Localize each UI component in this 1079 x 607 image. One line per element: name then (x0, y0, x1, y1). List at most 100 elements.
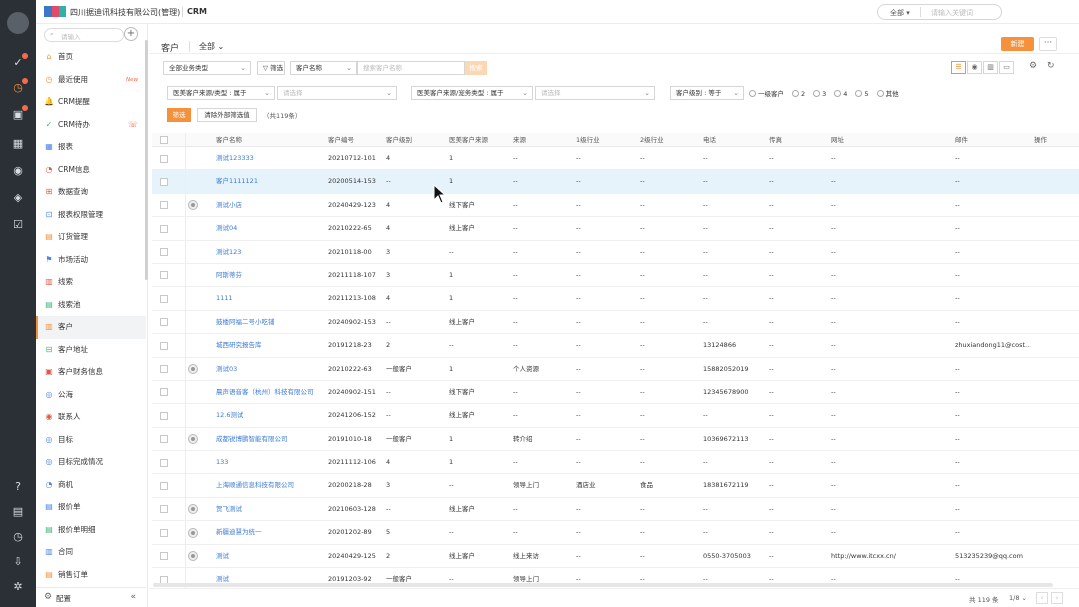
customer-name-link[interactable]: 贺飞测试 (216, 504, 242, 513)
customer-name-link[interactable]: 测试 (216, 551, 229, 560)
table-row[interactable]: 测试123333 20210712-101 4 1 -- -- -- -- -- -- -- (152, 147, 1079, 171)
sidebar-item-lead[interactable]: ▥ 线索 (36, 271, 146, 294)
column-header[interactable]: 客户编号 (328, 136, 354, 144)
settings-cog-icon[interactable]: ⚙ (1029, 61, 1038, 71)
row-checkbox[interactable] (160, 154, 168, 163)
card-view-icon[interactable]: ▭ (999, 61, 1014, 74)
calendar-icon[interactable]: ▦ (12, 137, 24, 150)
column-header[interactable]: 电话 (703, 136, 716, 144)
table-row[interactable]: 测试04 20210222-65 4 线上客户 -- -- -- -- -- -- -- (152, 217, 1079, 241)
row-checkbox[interactable] (160, 411, 168, 420)
sidebar-item-report[interactable]: ▦ 报表 (36, 136, 146, 159)
user-avatar[interactable] (7, 12, 29, 34)
customer-name-link[interactable]: 上海顺通信息科技有限公司 (216, 481, 294, 490)
level-radio-option[interactable]: 2 (792, 90, 805, 98)
column-header[interactable]: 客户级别 (386, 136, 412, 144)
collapse-sidebar-icon[interactable]: « (130, 592, 136, 602)
cond2-value-select[interactable]: 请选择 ⌄ (535, 86, 655, 100)
sidebar-item-address[interactable]: ⊟ 客户地址 (36, 339, 146, 362)
column-header[interactable]: 操作 (1034, 136, 1047, 144)
row-checkbox[interactable] (160, 481, 168, 490)
sidebar-item-campaign[interactable]: ⚑ 市场活动 (36, 249, 146, 272)
sidebar-item-quote-detail[interactable]: ▤ 报价单明细 (36, 519, 146, 542)
todo-icon[interactable]: ✓ (11, 53, 28, 70)
table-row[interactable]: 城西研究报告库 20191218-23 2 -- -- -- -- 13124866 -- -- z… (152, 334, 1079, 358)
column-view-icon[interactable]: ▥ (983, 61, 998, 74)
table-row[interactable]: 12.6测试 20241206-152 -- 线上客户 -- -- -- -- -- -- -- (152, 404, 1079, 428)
customer-name-link[interactable]: 测试 (216, 575, 229, 584)
customer-name-link[interactable]: 客户1111121 (216, 177, 258, 186)
customer-name-link[interactable]: 晨声语音客（杭州）科技有限公司 (216, 387, 314, 396)
table-row[interactable]: 晨声语音客（杭州）科技有限公司 20240902-151 -- 线下客户 -- -- -- 1… (152, 380, 1079, 405)
level-radio-option[interactable]: 3 (813, 90, 826, 98)
customer-name-link[interactable]: 测试04 (216, 224, 238, 233)
search-button[interactable]: 搜索 (465, 61, 487, 75)
table-row[interactable]: 客户1111121 20200514-153 -- 1 -- -- -- -- -- -- -- (152, 170, 1079, 194)
sidebar-item-goal-progress[interactable]: ◎ 目标完成情况 (36, 451, 146, 474)
level-radio-option[interactable]: 其他 (876, 90, 899, 98)
refresh-icon[interactable]: ↻ (1047, 61, 1055, 71)
customer-name-link[interactable]: 成都锐博鹏智能有限公司 (216, 434, 288, 443)
table-row[interactable]: 133 20211112-106 4 1 -- -- -- -- -- -- -- (152, 451, 1079, 475)
table-row[interactable]: 1111 20211213-108 4 1 -- -- -- -- -- -- -- (152, 287, 1079, 311)
table-row[interactable]: 贺飞测试 20210603-128 -- 线上客户 -- -- -- -- -- -- -- (152, 497, 1079, 522)
menu-search-input[interactable]: ⌕ 请输入 (44, 28, 124, 42)
sidebar-item-sales-order[interactable]: ▤ 销售订单 (36, 564, 146, 587)
sidebar-item-customer[interactable]: ▥ 客户 (36, 316, 146, 339)
table-row[interactable]: 测试小店 20240429-123 4 线下客户 -- -- -- -- -- -- -- (152, 193, 1079, 218)
row-checkbox[interactable] (160, 458, 168, 467)
sidebar-item-info[interactable]: ◔ CRM信息 (36, 159, 146, 182)
sidebar-item-bell[interactable]: 🔔 CRM提醒 (36, 91, 146, 114)
search-field-select[interactable]: 客户名称 ⌄ (290, 61, 357, 75)
help-icon[interactable]: ? (15, 480, 21, 493)
row-checkbox[interactable] (160, 552, 168, 561)
level-radio-option[interactable]: 一级客户 (749, 90, 784, 98)
customer-name-link[interactable]: 133 (216, 458, 229, 467)
next-page-button[interactable]: › (1051, 592, 1063, 604)
global-search-input[interactable]: 请输入关键词 (931, 9, 973, 17)
search-scope-select[interactable]: 全部 ▾ (890, 9, 910, 17)
sidebar-item-check[interactable]: ✓ CRM待办 ☏ (36, 114, 146, 137)
sidebar-item-home[interactable]: ⌂ 首页 (36, 46, 146, 69)
row-checkbox[interactable] (160, 201, 168, 210)
customer-name-link[interactable]: 城西研究报告库 (216, 341, 262, 350)
sidebar-item-quote[interactable]: ▤ 报价单 (36, 496, 146, 519)
customer-name-link[interactable]: 测试03 (216, 364, 238, 373)
scope-dropdown[interactable]: 全部 ⌄ (199, 42, 225, 51)
level-radio-option[interactable]: 4 (834, 90, 847, 98)
customer-name-link[interactable]: 阿斯蒂芬 (216, 270, 242, 279)
level-radio-option[interactable]: 5 (855, 90, 869, 98)
sidebar-item-query[interactable]: ⊞ 数据查询 (36, 181, 146, 204)
horizontal-scrollbar[interactable] (153, 583, 1053, 587)
gear-icon[interactable]: ⚙ (44, 592, 53, 602)
cond1-field-select[interactable]: 医美客户来源/类型 : 属于 ⌄ (167, 86, 275, 100)
settings-link[interactable]: 配置 (56, 594, 71, 603)
column-header[interactable]: 医美客户来源 (449, 136, 488, 144)
list-view-icon[interactable]: ☰ (951, 61, 966, 74)
sidebar-item-contract[interactable]: ▥ 合同 (36, 541, 146, 564)
recent-icon[interactable]: ◷ (11, 78, 28, 95)
row-checkbox[interactable] (160, 528, 168, 537)
row-checkbox[interactable] (160, 271, 168, 280)
cond1-value-select[interactable]: 请选择 ⌄ (277, 86, 397, 100)
history-icon[interactable]: ◷ (13, 530, 23, 543)
table-row[interactable]: 成都锐博鹏智能有限公司 20191010-18 一般客户 1 转介绍 -- -- 103696… (152, 427, 1079, 452)
download-icon[interactable]: ⇩ (13, 555, 23, 568)
customer-name-link[interactable]: 新疆迪慧为统一 (216, 528, 262, 537)
customer-name-link[interactable]: 鼓楼阿福二号小吃铺 (216, 317, 275, 326)
cond3-field-select[interactable]: 客户级别 : 等于 ⌄ (670, 86, 744, 100)
settings-icon[interactable]: ✲ (13, 580, 23, 593)
row-checkbox[interactable] (160, 224, 168, 233)
global-search[interactable]: 全部 ▾ 请输入关键词 (877, 4, 1002, 20)
map-view-icon[interactable]: ◉ (967, 61, 982, 74)
row-checkbox[interactable] (160, 435, 168, 444)
row-checkbox[interactable] (160, 388, 168, 397)
column-header[interactable]: 网址 (831, 136, 844, 144)
sidebar-item-target[interactable]: ◎ 目标 (36, 429, 146, 452)
company-name[interactable]: 四川据迪讯科技有限公司(管理) (70, 8, 181, 17)
cond2-field-select[interactable]: 医美客户来源/宠务类型 : 属于 ⌄ (411, 86, 533, 100)
sidebar-item-contact[interactable]: ◉ 联系人 (36, 406, 146, 429)
table-row[interactable]: 阿斯蒂芬 20211118-107 3 1 -- -- -- -- -- -- -- (152, 263, 1079, 288)
column-header[interactable]: 1级行业 (576, 136, 600, 144)
customer-name-link[interactable]: 测试小店 (216, 200, 242, 209)
